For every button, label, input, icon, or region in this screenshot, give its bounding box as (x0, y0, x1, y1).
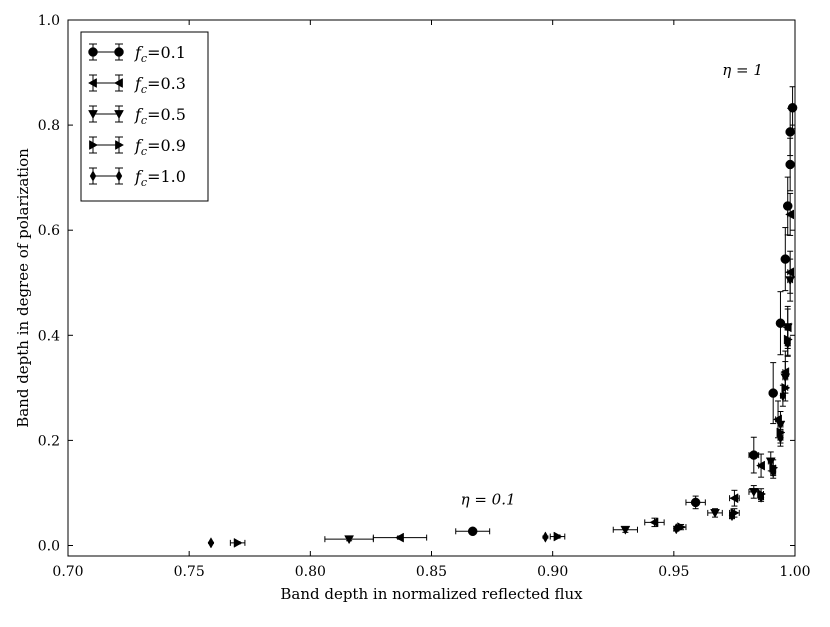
y-tick-label: 0.6 (38, 223, 60, 239)
legend-marker (89, 170, 97, 182)
x-axis-label: Band depth in normalized reflected flux (280, 585, 583, 603)
data-point (779, 390, 787, 402)
data-point (673, 522, 680, 535)
data-point (344, 535, 355, 545)
y-tick-label: 0.2 (38, 433, 60, 449)
legend-marker (115, 170, 123, 182)
legend-item: fc=0.9 (89, 136, 186, 158)
data-point (787, 103, 798, 113)
legend-label: fc=0.5 (134, 105, 186, 127)
series-fc-0-1 (455, 86, 798, 537)
data-point (553, 531, 563, 542)
y-tick-label: 0.8 (38, 118, 60, 134)
data-point (785, 209, 795, 220)
x-tick-label: 1.00 (779, 564, 810, 580)
data-point (729, 493, 739, 504)
annotation-label: η = 0.1 (461, 491, 516, 509)
data-point (467, 526, 478, 537)
data-point (757, 491, 765, 503)
legend-marker (88, 110, 98, 120)
data-point (775, 318, 786, 328)
data-point (620, 525, 631, 535)
y-axis-label: Band depth in degree of polarization (14, 148, 32, 428)
data-point (690, 497, 701, 508)
legend-item: fc=0.3 (87, 74, 186, 96)
data-point (777, 432, 784, 444)
x-tick-label: 0.95 (658, 564, 689, 580)
data-point (784, 337, 791, 349)
legend-label: fc=0.3 (134, 74, 186, 96)
x-tick-label: 0.70 (52, 564, 83, 580)
data-point (782, 201, 793, 211)
x-tick-label: 0.85 (416, 564, 447, 580)
data-point (785, 159, 795, 170)
data-point (542, 531, 549, 543)
legend-box (80, 31, 209, 202)
data-point (710, 509, 720, 518)
legend-marker (89, 140, 99, 150)
data-point (748, 488, 759, 497)
legend-marker (88, 47, 98, 57)
data-point (394, 532, 404, 543)
x-tick-label: 0.90 (537, 564, 568, 580)
legend-item: fc=0.5 (88, 105, 186, 127)
x-tick-label: 0.80 (295, 564, 326, 580)
legend-marker (115, 140, 125, 150)
x-tick-label: 0.75 (174, 564, 205, 580)
y-tick-label: 1.0 (38, 13, 60, 29)
data-point (649, 517, 659, 528)
data-point (728, 509, 736, 522)
data-point (769, 466, 777, 478)
data-point (756, 460, 765, 471)
data-point (785, 276, 796, 286)
legend-label: fc=1.0 (134, 167, 186, 189)
data-point (768, 388, 778, 398)
series-fc-1-0 (207, 329, 791, 549)
data-point (207, 537, 215, 549)
series-fc-0-5 (324, 258, 796, 545)
series-fc-0-3 (372, 192, 795, 543)
data-marks (207, 86, 798, 549)
y-tick-label: 0.4 (38, 328, 60, 344)
legend: fc=0.1 fc=0.3 fc=0.5 fc=0.9 fc=1.0 (80, 31, 209, 202)
legend-item: fc=1.0 (89, 167, 186, 189)
annotation-label: η = 1 (722, 61, 763, 79)
legend-marker (87, 78, 97, 88)
y-tick-label: 0.0 (38, 538, 60, 554)
data-point (233, 537, 243, 548)
legend-marker (114, 110, 124, 120)
annotations: η = 1 η = 0.1 (461, 61, 763, 508)
axis-ticks: 0.70 0.75 0.80 0.85 0.90 0.95 1.00 0.0 0.2 0.4 0.6… (38, 13, 811, 580)
data-point (749, 450, 759, 460)
legend-marker (114, 47, 124, 57)
legend-item: fc=0.1 (88, 43, 186, 65)
legend-label: fc=0.9 (134, 136, 186, 158)
legend-marker (113, 78, 123, 88)
legend-label: fc=0.1 (134, 43, 186, 65)
